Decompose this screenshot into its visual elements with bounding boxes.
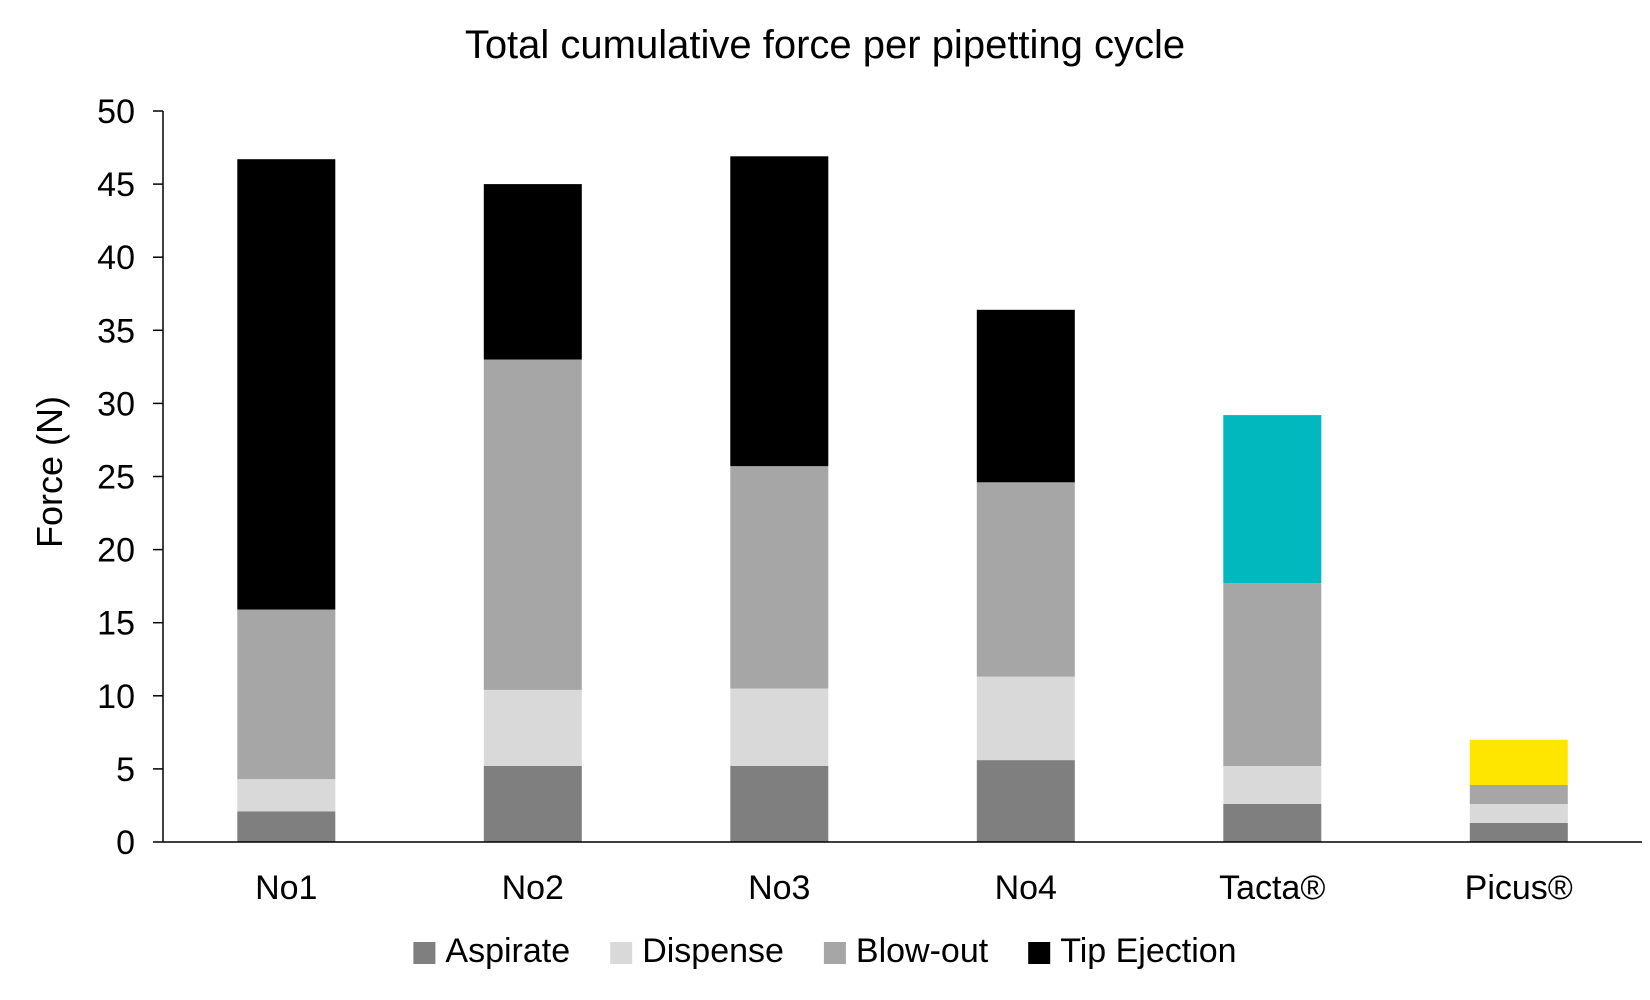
bar-no4-dispense xyxy=(976,676,1075,761)
legend-swatch-dispense xyxy=(610,942,633,964)
legend-label-blow-out: Blow-out xyxy=(856,932,989,970)
x-tick-label-no2: No2 xyxy=(502,869,564,907)
bar-picus-tip-ejection xyxy=(1469,739,1568,785)
bar-no1-tip-ejection xyxy=(237,159,336,610)
bar-no3-tip-ejection xyxy=(730,156,829,467)
bar-no4-blow-out xyxy=(976,482,1075,677)
bar-no2-tip-ejection xyxy=(483,184,582,360)
y-tick-label-50: 50 xyxy=(97,93,135,131)
bars-layer xyxy=(237,156,1568,842)
bar-no4-aspirate xyxy=(976,760,1075,842)
y-tick-label-45: 45 xyxy=(97,166,135,204)
bar-picus-aspirate xyxy=(1469,823,1568,842)
y-axis: 0 5 10 15 20 25 30 35 40 45 50 xyxy=(97,93,164,862)
y-tick-label-35: 35 xyxy=(97,312,135,350)
y-axis-label: Force (N) xyxy=(29,396,70,548)
y-tick-label-30: 30 xyxy=(97,385,135,423)
y-tick-label-25: 25 xyxy=(97,459,135,497)
legend-label-tip-ejection: Tip Ejection xyxy=(1060,932,1236,970)
x-tick-label-picus: Picus® xyxy=(1465,869,1573,907)
x-tick-label-tacta: Tacta® xyxy=(1219,869,1325,907)
y-tick-label-20: 20 xyxy=(97,532,135,570)
x-axis: No1 No2 No3 No4 Tacta® Picus® xyxy=(163,841,1642,907)
bar-no4-tip-ejection xyxy=(976,309,1075,483)
x-tick-label-no3: No3 xyxy=(748,869,810,907)
bar-no1-dispense xyxy=(237,779,336,812)
legend: Aspirate Dispense Blow-out Tip Ejection xyxy=(413,932,1237,970)
legend-swatch-aspirate xyxy=(413,942,436,964)
legend-swatch-tip-ejection xyxy=(1028,942,1051,964)
bar-no2-aspirate xyxy=(483,766,582,842)
y-tick-label-15: 15 xyxy=(97,605,135,643)
bar-tacta-dispense xyxy=(1223,766,1322,804)
bar-no1-aspirate xyxy=(237,811,336,842)
chart-title: Total cumulative force per pipetting cyc… xyxy=(465,23,1185,67)
bar-no1-blow-out xyxy=(237,609,336,780)
bar-no3-blow-out xyxy=(730,466,829,689)
x-tick-label-no1: No1 xyxy=(255,869,317,907)
bar-no3-aspirate xyxy=(730,766,829,842)
x-tick-label-no4: No4 xyxy=(995,869,1057,907)
y-tick-label-5: 5 xyxy=(116,751,135,789)
bar-picus-blow-out xyxy=(1469,785,1568,804)
bar-no2-blow-out xyxy=(483,359,582,690)
bar-tacta-tip-ejection xyxy=(1223,415,1322,584)
y-tick-label-40: 40 xyxy=(97,239,135,277)
legend-label-aspirate: Aspirate xyxy=(445,932,570,970)
y-tick-label-0: 0 xyxy=(116,824,135,862)
bar-tacta-blow-out xyxy=(1223,583,1322,766)
bar-no3-dispense xyxy=(730,688,829,766)
bar-tacta-aspirate xyxy=(1223,804,1322,842)
bar-picus-dispense xyxy=(1469,804,1568,823)
y-tick-label-10: 10 xyxy=(97,678,135,716)
legend-label-dispense: Dispense xyxy=(642,932,784,970)
legend-swatch-blow-out xyxy=(823,942,846,964)
bar-no2-dispense xyxy=(483,690,582,766)
